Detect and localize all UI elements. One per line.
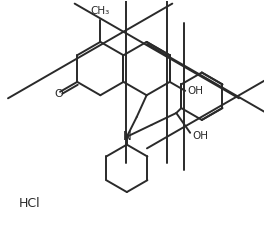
Text: CH₃: CH₃: [91, 6, 110, 16]
Text: HCl: HCl: [19, 197, 41, 210]
Text: OH: OH: [192, 131, 208, 141]
Text: OH: OH: [187, 86, 203, 96]
Text: O: O: [54, 89, 63, 99]
Text: N: N: [122, 130, 131, 143]
